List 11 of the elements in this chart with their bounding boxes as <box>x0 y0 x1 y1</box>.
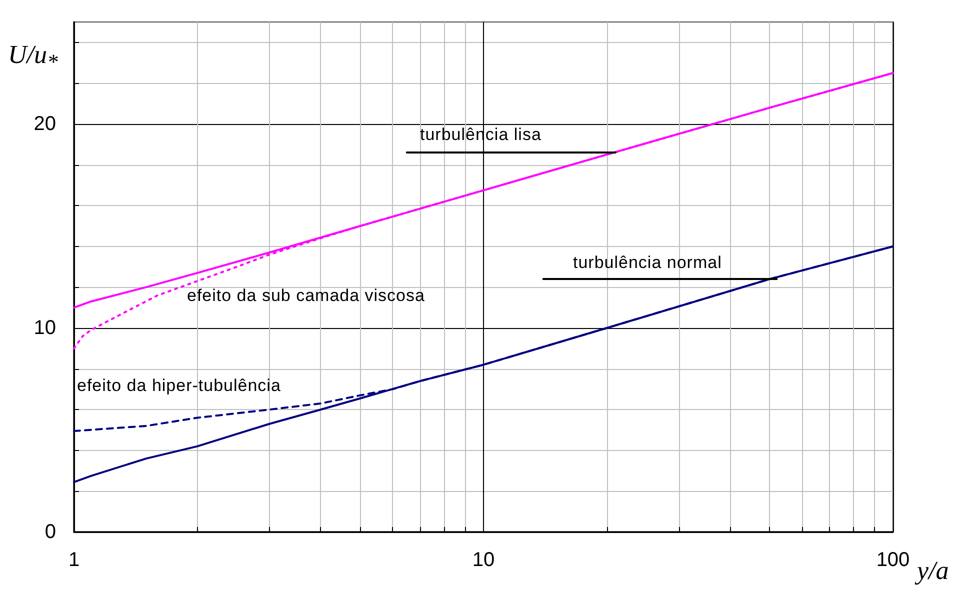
annotation: efeito da sub camada viscosa <box>187 286 425 306</box>
x-axis-title: y/a <box>917 556 949 586</box>
y-tick-label: 10 <box>34 317 56 339</box>
y-tick-label: 0 <box>44 521 56 543</box>
x-tick-label: 1 <box>68 549 80 571</box>
annotation: turbulência normal <box>573 253 722 273</box>
x-tick-label: 10 <box>472 549 495 571</box>
x-tick-label: 100 <box>876 549 910 571</box>
y-tick-label: 20 <box>34 113 56 135</box>
annotation: efeito da hiper-tubulência <box>77 376 281 396</box>
y-axis-title: U/u$_{*}$ <box>8 40 58 76</box>
